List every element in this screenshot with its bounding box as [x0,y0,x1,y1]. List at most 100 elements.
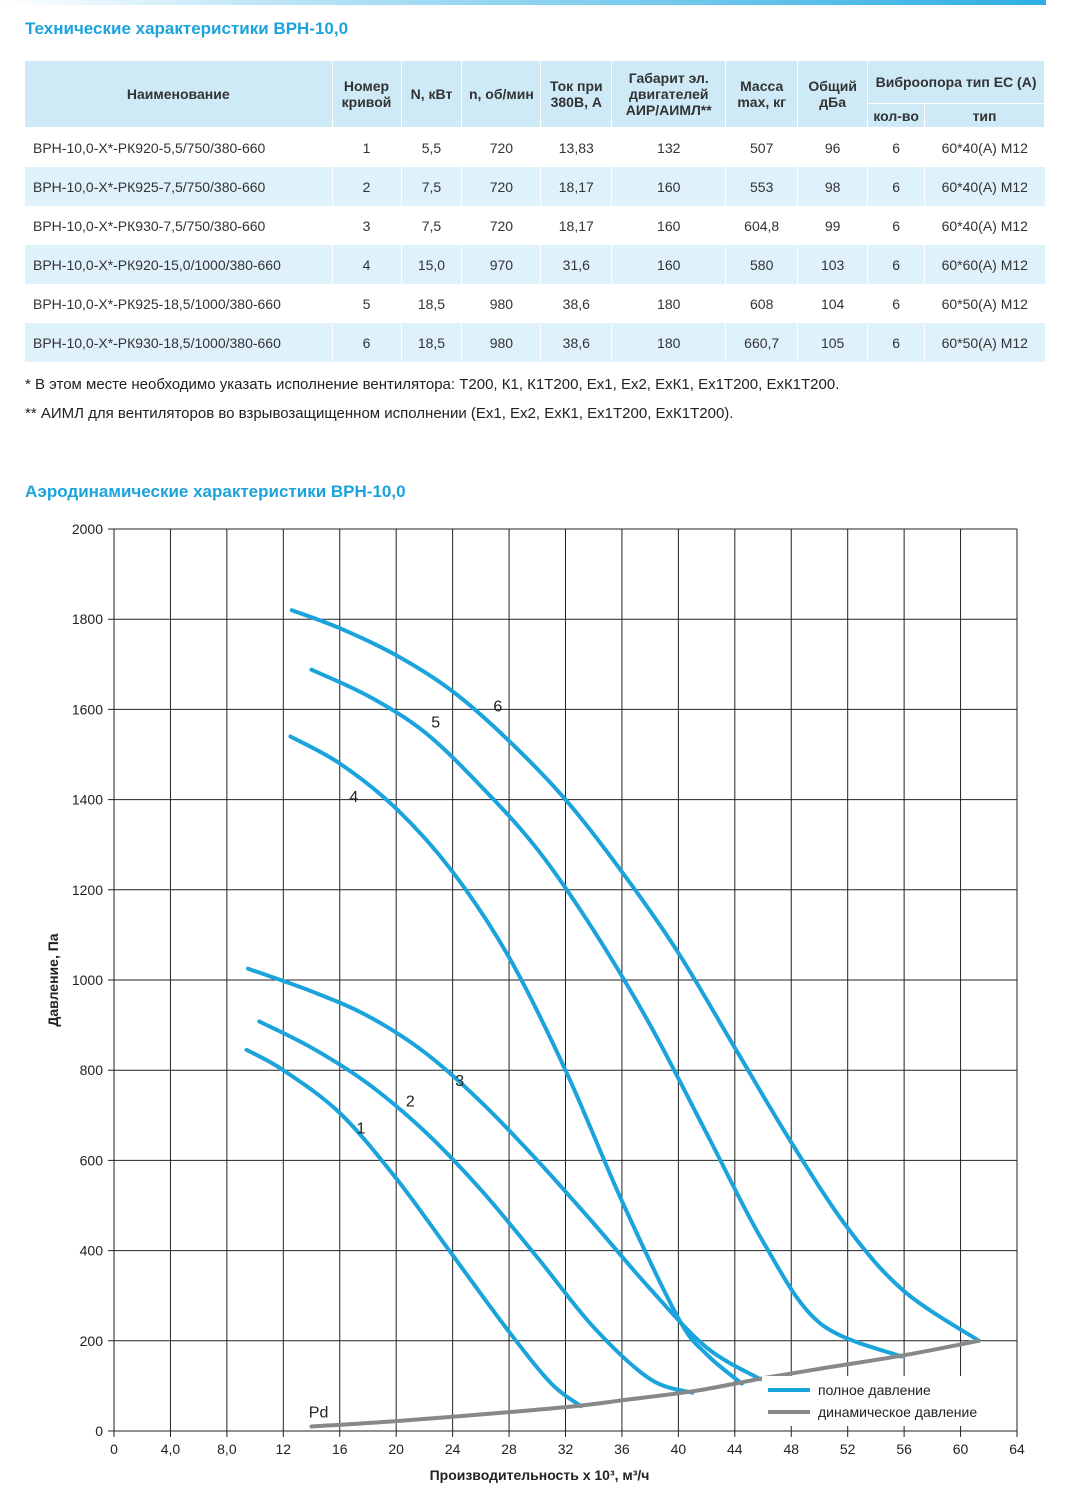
cell-motor: 132 [611,127,726,167]
x-tick-label: 20 [388,1441,404,1457]
cell-motor: 180 [611,284,726,323]
x-tick-label: 28 [501,1441,517,1457]
cell-rpm: 980 [461,284,541,323]
curve-6-line [289,608,981,1343]
curve-3-label: 3 [455,1073,464,1090]
y-tick-label: 800 [80,1062,104,1078]
x-tick-label: 32 [558,1441,574,1457]
cell-noise: 98 [797,167,868,206]
cell-name: ВРН-10,0-Х*-РК920-15,0/1000/380-660 [24,245,333,284]
cell-current: 31,6 [540,245,612,284]
cell-rpm: 720 [461,127,541,167]
cell-current: 18,17 [540,167,612,206]
header-vibro-count: кол-во [867,103,926,128]
y-tick-label: 1600 [72,701,103,717]
top-accent-bar [0,0,1046,5]
header-curve: Номер кривой [331,60,402,128]
y-tick-label: 1800 [72,611,103,627]
cell-name: ВРН-10,0-Х*-РК925-7,5/750/380-660 [24,167,333,206]
curve-1-line [244,1047,583,1409]
x-tick-label: 48 [783,1441,799,1457]
cell-noise: 105 [797,323,868,362]
spec-table: Наименование Номер кривой N, кВт n, об/м… [24,60,1045,362]
y-tick-label: 0 [95,1423,103,1439]
cell-current: 13,83 [540,127,612,167]
curve-6-label: 6 [493,699,502,716]
cell-type: 60*60(А) М12 [924,245,1045,284]
header-current: Ток при 380В, А [540,60,613,128]
header-name: Наименование [24,60,333,128]
cell-type: 60*40(А) М12 [924,206,1045,245]
legend-background [762,1376,1010,1426]
cell-current: 38,6 [540,284,612,323]
cell-rpm: 970 [461,245,541,284]
curve-5-label: 5 [431,714,440,731]
x-tick-label: 16 [332,1441,348,1457]
header-vibro: Виброопора тип ЕС (А) [867,60,1045,104]
cell-rpm: 720 [461,167,541,206]
cell-noise: 103 [797,245,868,284]
table-row: ВРН-10,0-Х*-РК925-18,5/1000/380-660 5 18,5… [24,284,1045,323]
table-row: ВРН-10,0-Х*-РК920-15,0/1000/380-660 4 15,0… [24,245,1045,284]
cell-motor: 160 [611,206,726,245]
curve-2-label: 2 [406,1093,415,1110]
cell-power: 18,5 [400,323,462,362]
x-tick-label: 44 [727,1441,743,1457]
cell-mass: 580 [725,245,798,284]
x-tick-label: 56 [896,1441,912,1457]
x-tick-label: 0 [110,1441,118,1457]
cell-count: 6 [867,167,925,206]
header-power: N, кВт [400,60,463,128]
cell-mass: 604,8 [725,206,798,245]
cell-count: 6 [867,206,925,245]
chart-labels: 0 4,0 8,0 12 16 20 24 28 32 36 40 44 48 52 56 60 6402004… [45,521,1025,1483]
cell-noise: 99 [797,206,868,245]
x-tick-label: 4,0 [161,1441,181,1457]
y-axis-label: Давление, Па [45,933,61,1026]
table-row: ВРН-10,0-Х*-РК925-7,5/750/380-660 2 7,5 720… [24,167,1045,206]
cell-curve: 6 [331,323,401,362]
aerodynamic-chart: 0 4,0 8,0 12 16 20 24 28 32 36 40 44 48 52 56 60 6402004… [45,521,1025,1483]
x-tick-label: 8,0 [217,1441,237,1457]
y-tick-label: 1000 [72,972,103,988]
y-tick-label: 1400 [72,792,103,808]
cell-mass: 507 [725,127,798,167]
header-noise: Общий дБа [797,60,869,128]
cell-power: 5,5 [400,127,462,167]
dynamic-pressure-line [309,1338,981,1429]
curve-3-line [246,966,763,1382]
cell-curve: 3 [331,206,401,245]
spec-table-body: ВРН-10,0-Х*-РК920-5,5/750/380-660 1 5,5 720… [24,127,1045,362]
curve-4-line [288,734,744,1386]
header-vibro-type: тип [924,103,1045,128]
cell-count: 6 [867,323,925,362]
cell-mass: 553 [725,167,798,206]
cell-current: 18,17 [540,206,612,245]
cell-motor: 160 [611,245,726,284]
x-tick-label: 40 [671,1441,687,1457]
cell-name: ВРН-10,0-Х*-РК925-18,5/1000/380-660 [24,284,333,323]
cell-power: 18,5 [400,284,462,323]
y-tick-label: 200 [80,1333,104,1349]
cell-curve: 2 [331,167,401,206]
chart-curves [244,608,981,1429]
cell-count: 6 [867,245,925,284]
cell-power: 15,0 [400,245,462,284]
chart-legend: полное давление динамическое давление [762,1376,1010,1426]
cell-power: 7,5 [400,206,462,245]
footnote-2: ** АИМЛ для вентиляторов во взрывозащище… [25,405,734,422]
y-tick-label: 400 [80,1243,104,1259]
curve-2-line [257,1019,695,1395]
cell-type: 60*40(А) М12 [924,167,1045,206]
cell-name: ВРН-10,0-Х*-РК920-5,5/750/380-660 [24,127,333,167]
cell-curve: 5 [331,284,401,323]
cell-rpm: 980 [461,323,541,362]
legend-label-dynamic: динамическое давление [818,1404,977,1420]
y-tick-label: 600 [80,1152,104,1168]
footnote-1: * В этом месте необходимо указать исполн… [25,376,840,393]
x-tick-label: 36 [614,1441,630,1457]
y-tick-label: 2000 [72,521,103,537]
x-tick-label: 12 [276,1441,292,1457]
cell-current: 38,6 [540,323,612,362]
x-axis-label: Производительность х 10³, м³/ч [430,1467,650,1483]
